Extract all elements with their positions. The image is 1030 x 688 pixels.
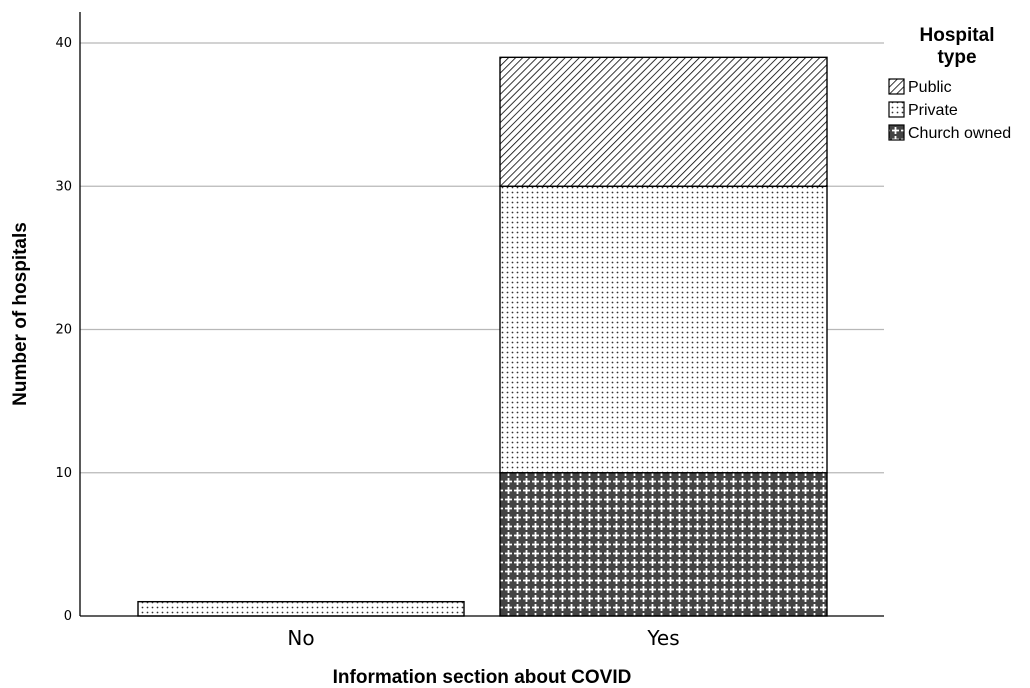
bars	[137, 56, 828, 617]
legend-swatch-church-owned	[888, 124, 905, 141]
legend-label: Church owned	[908, 125, 1011, 142]
x-tick-labels: No Yes	[287, 626, 679, 650]
legend-title-line-2: type	[937, 47, 976, 68]
axes	[79, 12, 884, 617]
legend-swatch-public	[888, 78, 905, 95]
y-tick-label: 10	[55, 466, 72, 481]
x-axis-title: Information section about COVID	[333, 667, 632, 688]
y-tick-labels: 0 10 20 30 40	[55, 36, 72, 624]
y-axis-title: Number of hospitals	[10, 222, 31, 406]
y-tick-label: 40	[55, 36, 72, 51]
legend-label: Public	[908, 79, 952, 96]
y-tick-label: 30	[55, 179, 72, 194]
bar-yes-public	[499, 56, 828, 187]
legend-swatch-private	[888, 101, 905, 118]
y-tick-label: 0	[64, 609, 72, 624]
x-tick-label: No	[287, 626, 314, 650]
legend-title-line-1: Hospital	[920, 25, 995, 46]
bar-yes-church-owned	[499, 472, 828, 617]
bar-no-private	[137, 600, 465, 617]
x-tick-label: Yes	[646, 626, 679, 650]
bar-yes-private	[499, 185, 828, 474]
y-tick-label: 20	[55, 323, 72, 338]
legend-label: Private	[908, 102, 958, 119]
legend: Hospital type Public Private Church owned	[888, 25, 1011, 142]
